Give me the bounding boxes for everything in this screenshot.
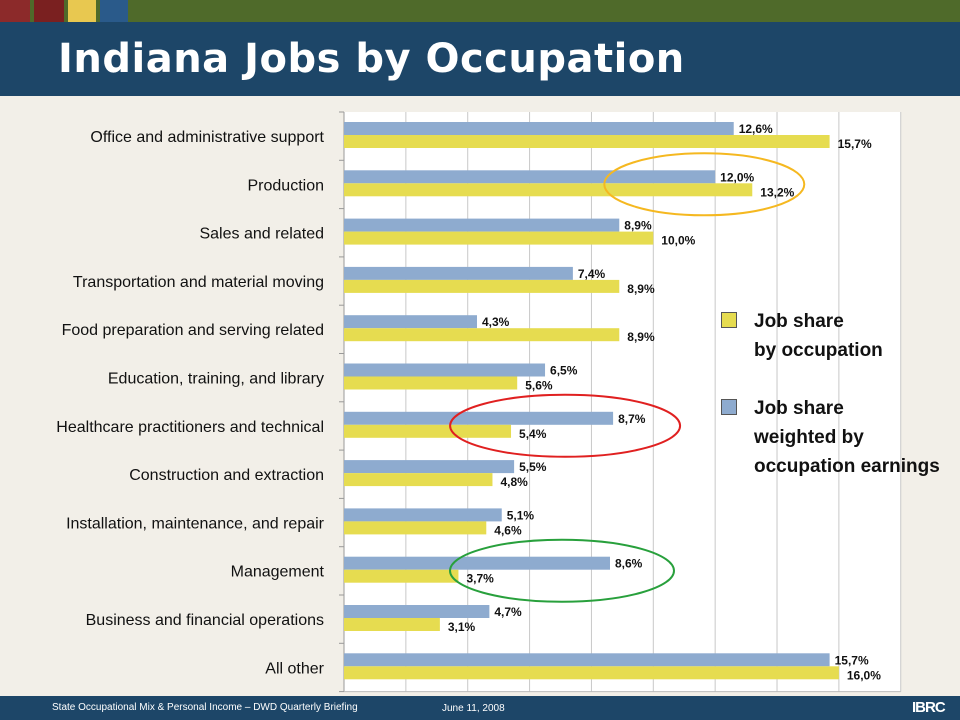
bar-weighted-all-other <box>344 653 830 667</box>
top-strip <box>0 0 960 22</box>
category-label-food-preparation-and-serving-related: Food preparation and serving related <box>62 322 324 339</box>
label-weighted-management: 8,6% <box>615 557 643 571</box>
category-label-construction-and-extraction: Construction and extraction <box>129 467 324 484</box>
highlight-ellipse-production <box>603 152 806 217</box>
label-job-share-all-other: 16,0% <box>847 668 881 682</box>
label-weighted-transportation-and-material-moving: 7,4% <box>578 267 606 281</box>
bar-job-share-education-training-and-library <box>344 376 518 390</box>
label-weighted-office-and-administrative-support: 12,6% <box>739 122 773 136</box>
label-job-share-healthcare-practitioners-and-technical: 5,4% <box>519 427 547 441</box>
label-job-share-food-preparation-and-serving-related: 8,9% <box>627 330 655 344</box>
header-square-yellow <box>68 0 96 22</box>
page-title: Indiana Jobs by Occupation <box>58 36 685 82</box>
chart-grid <box>339 111 902 693</box>
legend-swatch-job-share <box>721 312 737 328</box>
category-label-management: Management <box>231 564 325 581</box>
bar-weighted-installation-maintenance-and-repair <box>344 508 502 522</box>
legend-job-share-line1: Job share <box>754 311 844 332</box>
bar-job-share-healthcare-practitioners-and-technical <box>344 424 512 438</box>
bar-job-share-sales-and-related <box>344 231 654 245</box>
label-weighted-installation-maintenance-and-repair: 5,1% <box>507 508 535 522</box>
chart-bars <box>344 122 839 680</box>
footer: State Occupational Mix & Personal Income… <box>0 696 960 720</box>
category-label-sales-and-related: Sales and related <box>199 226 324 243</box>
legend-job-share: Job share by occupation <box>754 307 883 365</box>
bar-job-share-transportation-and-material-moving <box>344 279 620 293</box>
legend-swatch-weighted <box>721 399 737 415</box>
footer-date: June 11, 2008 <box>442 703 505 714</box>
value-labels: 12,6% 15,7% 12,0% 13,2% 8,9% 10,0% 7,4% 8,9% 4,3… <box>448 122 881 682</box>
category-label-education-training-and-library: Education, training, and library <box>108 371 324 388</box>
label-weighted-food-preparation-and-serving-related: 4,3% <box>482 315 510 329</box>
label-weighted-production: 12,0% <box>720 170 754 184</box>
bar-job-share-office-and-administrative-support <box>344 135 830 148</box>
category-label-all-other: All other <box>265 660 324 677</box>
category-label-business-and-financial-operations: Business and financial operations <box>86 612 324 629</box>
highlight-ellipses <box>448 152 806 603</box>
legend-weighted-line2: weighted by <box>754 427 864 448</box>
bar-job-share-food-preparation-and-serving-related <box>344 328 620 342</box>
bar-job-share-all-other <box>344 666 839 680</box>
label-job-share-transportation-and-material-moving: 8,9% <box>627 282 655 296</box>
legend-weighted-line3: occupation earnings <box>754 456 940 477</box>
label-weighted-education-training-and-library: 6,5% <box>550 364 578 378</box>
footer-text: State Occupational Mix & Personal Income… <box>52 702 358 713</box>
legend-weighted-line1: Job share <box>754 398 844 419</box>
bar-weighted-office-and-administrative-support <box>344 122 734 135</box>
bar-weighted-management <box>344 556 610 570</box>
bar-job-share-installation-maintenance-and-repair <box>344 521 487 535</box>
title-bar <box>0 22 960 96</box>
ibrc-logo: IBRC <box>912 699 946 716</box>
bar-job-share-management <box>344 569 459 583</box>
bar-weighted-sales-and-related <box>344 218 620 232</box>
header-square-blue <box>100 0 128 22</box>
legend-job-share-line2: by occupation <box>754 340 883 361</box>
label-weighted-all-other: 15,7% <box>835 653 869 667</box>
highlight-ellipse-healthcare-practitioners-and-technical <box>449 393 682 458</box>
bar-weighted-healthcare-practitioners-and-technical <box>344 411 614 425</box>
label-weighted-construction-and-extraction: 5,5% <box>519 460 547 474</box>
bar-weighted-food-preparation-and-serving-related <box>344 315 477 329</box>
label-job-share-construction-and-extraction: 4,8% <box>500 475 528 489</box>
label-weighted-healthcare-practitioners-and-technical: 8,7% <box>618 412 646 426</box>
bar-weighted-construction-and-extraction <box>344 460 515 474</box>
bar-weighted-education-training-and-library <box>344 363 546 377</box>
category-label-transportation-and-material-moving: Transportation and material moving <box>73 274 324 291</box>
label-weighted-business-and-financial-operations: 4,7% <box>494 605 522 619</box>
label-job-share-business-and-financial-operations: 3,1% <box>448 620 476 634</box>
highlight-ellipse-management <box>448 538 675 603</box>
category-label-production: Production <box>248 177 325 194</box>
bar-job-share-business-and-financial-operations <box>344 618 440 631</box>
category-labels: Office and administrative support Product… <box>56 129 324 677</box>
label-job-share-installation-maintenance-and-repair: 4,6% <box>494 523 522 537</box>
header-square-red <box>0 0 30 22</box>
category-label-installation-maintenance-and-repair: Installation, maintenance, and repair <box>66 515 325 532</box>
header-square-darkred <box>34 0 64 22</box>
bar-weighted-business-and-financial-operations <box>344 605 490 618</box>
bar-job-share-construction-and-extraction <box>344 473 493 487</box>
plot-area <box>344 112 901 692</box>
label-job-share-sales-and-related: 10,0% <box>661 234 695 248</box>
bar-weighted-transportation-and-material-moving <box>344 266 573 280</box>
bar-weighted-production <box>344 170 716 184</box>
category-label-office-and-administrative-support: Office and administrative support <box>90 129 324 146</box>
bar-job-share-production <box>344 183 753 197</box>
label-weighted-sales-and-related: 8,9% <box>624 219 652 233</box>
category-label-healthcare-practitioners-and-technical: Healthcare practitioners and technical <box>56 419 324 436</box>
legend-weighted: Job share weighted by occupation earning… <box>754 394 940 481</box>
label-job-share-management: 3,7% <box>466 572 494 586</box>
label-job-share-office-and-administrative-support: 15,7% <box>838 137 872 151</box>
bar-chart: Office and administrative support Product… <box>56 111 902 693</box>
label-job-share-education-training-and-library: 5,6% <box>525 379 553 393</box>
label-job-share-production: 13,2% <box>760 185 794 199</box>
